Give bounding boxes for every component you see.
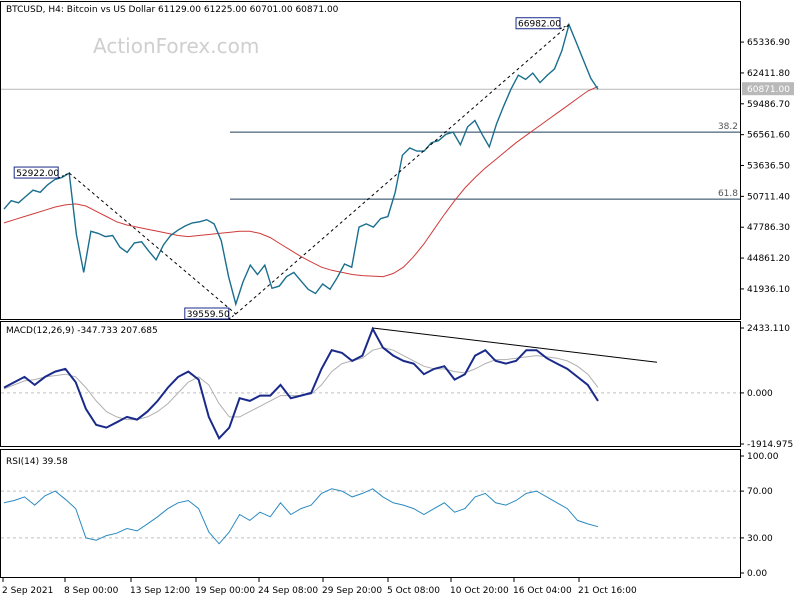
annotation-leader <box>559 24 570 30</box>
rsi-layer: 100.00 70.00 30.00 0.00 <box>1 452 779 579</box>
macd-divergence-trendline <box>372 327 658 363</box>
rsi-axis-tick-label: 100.00 <box>747 452 779 462</box>
current-price-label: 60871.00 <box>747 85 790 95</box>
rsi-axis-tick-label: 0.00 <box>747 569 767 579</box>
rsi-axis-tick-label: 70.00 <box>747 487 773 497</box>
macd-line <box>3 326 599 441</box>
macd-axis-tick-label: 2433.110 <box>747 324 790 334</box>
swing-dashed-line <box>68 172 237 315</box>
swing-dashed-line <box>235 24 570 315</box>
price-annotation: 52922.00 <box>13 166 70 179</box>
rsi-panel-frame <box>0 449 741 578</box>
rsi-title: RSI(14) 39.58 <box>6 457 68 467</box>
macd-axis-tick-label: 0.000 <box>747 389 773 399</box>
x-tick-label: 2 Sep 2021 <box>2 586 53 596</box>
x-tick-label: 16 Oct 04:00 <box>513 586 572 596</box>
fib-level-label: 61.8 <box>718 189 738 199</box>
rsi-axis-tick-label: 30.00 <box>747 534 773 544</box>
price-axis-tick-label: 50711.40 <box>747 192 790 202</box>
x-tick-label: 13 Sep 12:00 <box>130 586 190 596</box>
price-axis-tick-label: 44861.20 <box>747 254 790 264</box>
price-axis-tick-label: 65336.90 <box>747 38 790 48</box>
x-tick-label: 24 Sep 08:00 <box>258 586 318 596</box>
current-price-tag <box>742 82 794 96</box>
price-axis-tick-label: 56561.60 <box>747 131 790 141</box>
fib-level-label: 38.2 <box>718 122 738 132</box>
x-tick-label: 29 Sep 20:00 <box>322 586 382 596</box>
x-tick-label: 5 Oct 08:00 <box>387 586 440 596</box>
annotation-box <box>184 307 230 320</box>
price-line <box>3 22 599 307</box>
price-axis-tick-label: 59486.70 <box>747 100 790 110</box>
macd-axis-tick-label: -1914.975 <box>747 440 793 450</box>
price-panel-frame <box>0 1 741 320</box>
price-annotation: 66982.00 <box>515 17 570 30</box>
moving-average-line <box>3 86 599 278</box>
x-tick-label: 21 Oct 16:00 <box>578 586 637 596</box>
price-axis-tick-label: 47786.30 <box>747 223 790 233</box>
x-tick-label: 8 Sep 00:00 <box>64 586 119 596</box>
watermark: ActionForex.com <box>93 34 259 58</box>
annotation-label: 66982.00 <box>518 20 561 30</box>
macd-layer: 2433.110 0.000 -1914.975 <box>1 324 793 450</box>
annotation-label: 52922.00 <box>16 169 59 179</box>
price-axis-tick-label: 53636.50 <box>747 162 790 172</box>
macd-signal-line <box>3 347 599 421</box>
macd-panel-frame <box>0 321 741 447</box>
x-axis: 2 Sep 2021 8 Sep 00:00 13 Sep 12:00 19 Sep … <box>2 578 637 596</box>
price-chart-title: BTCUSD, H4: Bitcoin vs US Dollar 61129.0… <box>6 5 339 15</box>
annotation-leader <box>228 313 237 320</box>
annotation-label: 39559.50 <box>187 310 230 320</box>
annotation-box <box>13 166 59 179</box>
x-tick-label: 19 Sep 00:00 <box>195 586 255 596</box>
price-layer: 65336.90 62411.80 59486.70 56561.60 53636.50… <box>1 17 794 320</box>
price-annotation: 39559.50 <box>184 307 237 320</box>
price-axis-tick-label: 41936.10 <box>747 285 790 295</box>
annotation-box <box>515 17 561 30</box>
macd-title: MACD(12,26,9) -347.733 207.685 <box>6 326 158 336</box>
price-axis-tick-label: 62411.80 <box>747 69 790 79</box>
rsi-line <box>3 488 599 545</box>
x-tick-label: 10 Oct 20:00 <box>450 586 509 596</box>
